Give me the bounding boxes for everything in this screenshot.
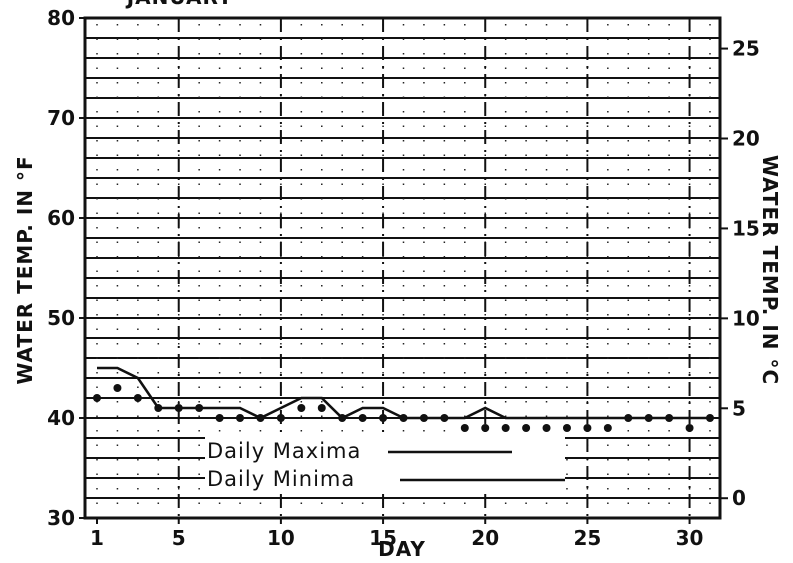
x-tick-label: 20 bbox=[471, 526, 499, 550]
series-point-daily-minima bbox=[542, 424, 551, 432]
series-point-daily-minima bbox=[358, 414, 367, 422]
series-point-daily-minima bbox=[583, 424, 592, 432]
series-point-daily-minima bbox=[644, 414, 653, 422]
series-point-daily-minima bbox=[460, 424, 469, 432]
y2-tick-label: 0 bbox=[732, 486, 746, 510]
legend-bg bbox=[205, 436, 565, 494]
series-point-daily-minima bbox=[276, 414, 285, 422]
y2-tick-labels: 0 5 10 15 20 25 bbox=[720, 37, 760, 510]
series-layer bbox=[93, 366, 714, 432]
series-point-daily-minima bbox=[440, 414, 449, 422]
series-point-daily-minima bbox=[706, 414, 714, 422]
y-tick-label: 60 bbox=[47, 206, 75, 230]
x-tick-label: 30 bbox=[676, 526, 704, 550]
series-point-daily-minima bbox=[522, 424, 531, 432]
y2-tick-label: 20 bbox=[732, 127, 760, 151]
y2-tick-label: 10 bbox=[732, 306, 760, 330]
y-axis-title: WATER TEMP. IN °F bbox=[13, 155, 37, 384]
y2-tick-label: 25 bbox=[732, 37, 760, 61]
legend-label-maxima: Daily Maxima bbox=[207, 439, 361, 463]
series-point-daily-minima bbox=[685, 424, 694, 432]
x-axis-title: DAY bbox=[378, 537, 426, 561]
series-point-daily-minima bbox=[665, 414, 674, 422]
y-tick-label: 40 bbox=[47, 406, 75, 430]
series-point-daily-minima bbox=[236, 414, 245, 422]
chart-title: JANUARY bbox=[125, 0, 234, 9]
y-tick-labels: 30 40 50 60 70 80 bbox=[47, 6, 85, 530]
series-point-daily-minima bbox=[562, 424, 571, 432]
series-point-daily-minima bbox=[419, 414, 428, 422]
series-point-daily-minima bbox=[174, 404, 183, 412]
x-tick-label: 5 bbox=[172, 526, 186, 550]
x-tick-label: 10 bbox=[267, 526, 295, 550]
y2-tick-label: 5 bbox=[732, 396, 746, 420]
series-point-daily-minima bbox=[154, 404, 163, 412]
x-tick-label: 15 bbox=[369, 526, 397, 550]
series-line-daily-maxima bbox=[97, 366, 710, 420]
series-point-daily-minima bbox=[256, 414, 265, 422]
x-tick-label: 25 bbox=[573, 526, 601, 550]
series-point-daily-minima bbox=[501, 424, 510, 432]
series-point-daily-minima bbox=[379, 414, 388, 422]
series-point-daily-minima bbox=[317, 404, 326, 412]
y-tick-label: 30 bbox=[47, 506, 75, 530]
series-point-daily-minima bbox=[338, 414, 347, 422]
legend-label-minima: Daily Minima bbox=[207, 467, 355, 491]
y-tick-label: 80 bbox=[47, 6, 75, 30]
x-tick-labels: 1 5 10 15 20 25 30 bbox=[90, 518, 703, 550]
series-point-daily-minima bbox=[113, 384, 122, 392]
series-point-daily-minima bbox=[603, 424, 612, 432]
series-point-daily-minima bbox=[297, 404, 306, 412]
series-point-daily-minima bbox=[481, 424, 490, 432]
legend: Daily Maxima Daily Minima bbox=[205, 436, 565, 494]
series-point-daily-minima bbox=[133, 394, 142, 402]
y2-tick-label: 15 bbox=[732, 216, 760, 240]
y-tick-label: 50 bbox=[47, 306, 75, 330]
series-point-daily-minima bbox=[215, 414, 224, 422]
y2-axis-title: WATER TEMP. IN °C bbox=[758, 155, 782, 385]
plot-frame bbox=[83, 16, 722, 520]
series-point-daily-minima bbox=[195, 404, 204, 412]
series-point-daily-minima bbox=[93, 394, 101, 402]
y-tick-label: 70 bbox=[47, 106, 75, 130]
x-tick-label: 1 bbox=[90, 526, 104, 550]
series-point-daily-minima bbox=[399, 414, 408, 422]
series-point-daily-minima bbox=[624, 414, 633, 422]
